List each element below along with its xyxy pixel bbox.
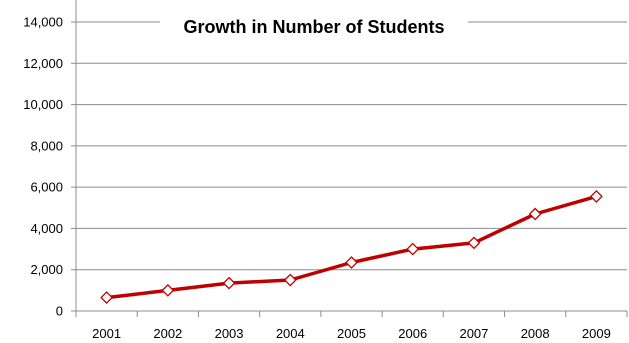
- y-tick-label: 2,000: [30, 262, 63, 277]
- data-point-marker: [406, 242, 420, 256]
- data-point-marker: [528, 207, 542, 221]
- x-tick-label: 2002: [153, 326, 182, 341]
- series-line: [104, 194, 599, 300]
- y-tick-label: 10,000: [23, 97, 63, 112]
- data-point-marker: [100, 291, 114, 305]
- data-point-marker: [345, 256, 358, 269]
- chart-title: Growth in Number of Students: [184, 17, 445, 37]
- data-point-marker: [283, 273, 297, 287]
- data-point-marker: [222, 276, 236, 290]
- x-tick-label: 2008: [521, 326, 550, 341]
- x-tick-label: 2001: [92, 326, 121, 341]
- x-tick-label: 2004: [276, 326, 305, 341]
- y-tick-label: 8,000: [30, 138, 63, 153]
- x-tick-labels: 2001 2002 2003 2004 2005 2006 2007 2008 2009: [92, 326, 611, 341]
- y-tick-labels: 0 2,000 4,000 6,000 8,000 10,000 12,000 14,000: [23, 15, 63, 319]
- series-group: [100, 190, 603, 305]
- gridlines: [76, 21, 627, 271]
- axes: [71, 0, 628, 317]
- y-tick-label: 6,000: [30, 180, 63, 195]
- data-point-marker: [161, 283, 175, 297]
- y-tick-label: 4,000: [30, 221, 63, 236]
- data-point-marker: [467, 236, 481, 250]
- y-tick-label: 0: [56, 304, 63, 319]
- x-tick-label: 2009: [582, 326, 611, 341]
- x-tick-label: 2006: [398, 326, 427, 341]
- x-tick-label: 2003: [215, 326, 244, 341]
- x-tick-label: 2007: [459, 326, 488, 341]
- title-background: [160, 14, 468, 40]
- data-point-marker: [589, 190, 603, 203]
- y-tick-label: 14,000: [23, 15, 63, 30]
- y-tick-label: 12,000: [23, 56, 63, 71]
- x-tick-label: 2005: [337, 326, 366, 341]
